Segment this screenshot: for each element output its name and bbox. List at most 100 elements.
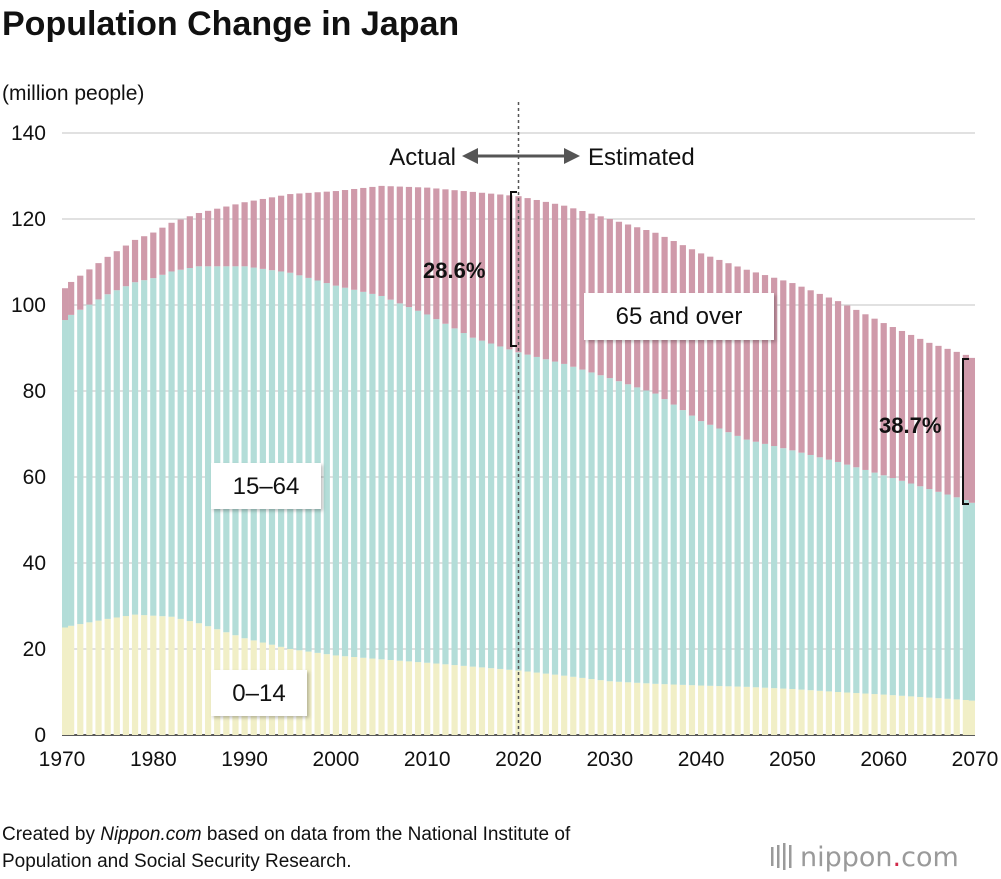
y-tick-label: 120 xyxy=(11,208,46,231)
bar-segment xyxy=(305,192,312,278)
bar-segment xyxy=(186,216,193,269)
estimated-label: Estimated xyxy=(588,144,695,171)
y-tick-label: 140 xyxy=(11,122,46,145)
bar-segment xyxy=(634,387,641,683)
bar-segment xyxy=(679,410,686,685)
stacked-bars xyxy=(62,185,975,735)
bar-segment xyxy=(360,291,367,658)
bar-segment xyxy=(917,696,924,735)
bar-segment xyxy=(743,439,750,687)
bar-segment xyxy=(551,674,559,735)
bar-segment xyxy=(341,190,349,288)
bar-segment xyxy=(62,288,69,321)
bar-segment xyxy=(95,263,102,300)
bracket-2070 xyxy=(962,358,969,505)
bar-segment xyxy=(688,685,696,735)
bar-segment xyxy=(488,668,495,735)
y-tick-label: 100 xyxy=(11,294,46,317)
bar-segment xyxy=(533,199,540,357)
bar-segment xyxy=(232,204,239,267)
series-label-0-14: 0–14 xyxy=(232,680,285,707)
bar-segment xyxy=(168,616,175,735)
bar-segment xyxy=(314,652,321,735)
bar-segment xyxy=(86,622,93,735)
bar-segment xyxy=(488,193,495,344)
bar-segment xyxy=(707,685,714,735)
bar-segment xyxy=(113,251,120,291)
bar-segment xyxy=(259,268,266,643)
bar-segment xyxy=(442,664,449,735)
bar-segment xyxy=(907,483,915,697)
bar-segment xyxy=(204,626,212,735)
bar-segment xyxy=(624,384,632,683)
bar-segment xyxy=(588,372,595,680)
bar-segment xyxy=(223,206,230,267)
bar-segment xyxy=(332,655,340,735)
bar-segment xyxy=(241,202,248,267)
bar-segment xyxy=(734,435,741,687)
bar-segment xyxy=(807,290,814,455)
bar-segment xyxy=(862,469,869,694)
bar-segment xyxy=(351,657,358,735)
bar-segment xyxy=(862,693,869,735)
bar-segment xyxy=(278,195,285,272)
bar-segment xyxy=(844,305,851,465)
bar-segment xyxy=(424,314,431,663)
double-arrow-icon xyxy=(462,148,580,164)
bar-segment xyxy=(268,270,276,645)
label-box-65-over: 65 and over xyxy=(584,293,774,340)
bar-segment xyxy=(688,415,696,686)
bar-segment xyxy=(798,286,805,453)
bar-segment xyxy=(323,654,330,735)
bar-segment xyxy=(369,658,376,735)
bar-segment xyxy=(177,618,184,735)
bar-segment xyxy=(780,280,787,449)
bar-segment xyxy=(341,656,349,735)
bar-segment xyxy=(816,457,823,691)
bar-segment xyxy=(871,694,878,735)
bar-segment xyxy=(122,616,130,735)
bar-segment xyxy=(214,208,221,267)
bar-segment xyxy=(278,271,285,647)
bar-segment xyxy=(725,686,732,735)
bar-segment xyxy=(131,239,139,283)
bar-segment xyxy=(506,669,513,735)
bar-segment xyxy=(150,615,157,735)
bar-segment xyxy=(113,617,120,735)
bar-segment xyxy=(935,491,942,699)
bar-segment xyxy=(834,692,842,735)
bar-segment xyxy=(396,186,403,304)
bar-segment xyxy=(460,191,467,334)
bar-segment xyxy=(643,683,650,735)
bar-segment xyxy=(104,256,111,295)
bar-segment xyxy=(351,289,358,657)
label-box-15-64: 15–64 xyxy=(211,463,321,509)
y-tick-label: 80 xyxy=(23,380,46,403)
bar-segment xyxy=(597,680,604,735)
bar-segment xyxy=(204,210,212,267)
bar-segment xyxy=(478,192,486,341)
bar-segment xyxy=(524,198,531,355)
bar-segment xyxy=(825,691,833,735)
bar-segment xyxy=(624,682,632,735)
bar-segment xyxy=(332,191,340,286)
bar-segment xyxy=(433,663,440,735)
bar-segment xyxy=(387,660,394,735)
bar-segment xyxy=(871,318,878,473)
x-tick-label: 1980 xyxy=(130,748,177,771)
bar-segment xyxy=(926,489,933,698)
bar-segment xyxy=(305,651,312,735)
bar-segment xyxy=(761,443,769,688)
bar-segment xyxy=(122,286,130,617)
x-tick-label: 1970 xyxy=(39,748,86,771)
bar-segment xyxy=(734,266,741,436)
nippon-logo: nippon.com xyxy=(771,842,959,873)
bar-segment xyxy=(186,268,193,622)
bar-segment xyxy=(223,266,230,633)
bar-segment xyxy=(131,614,139,735)
bar-segment xyxy=(159,616,166,735)
bar-segment xyxy=(962,354,969,501)
bar-segment xyxy=(360,657,367,735)
bar-segment xyxy=(341,287,349,657)
series-label-15-64: 15–64 xyxy=(233,473,300,500)
